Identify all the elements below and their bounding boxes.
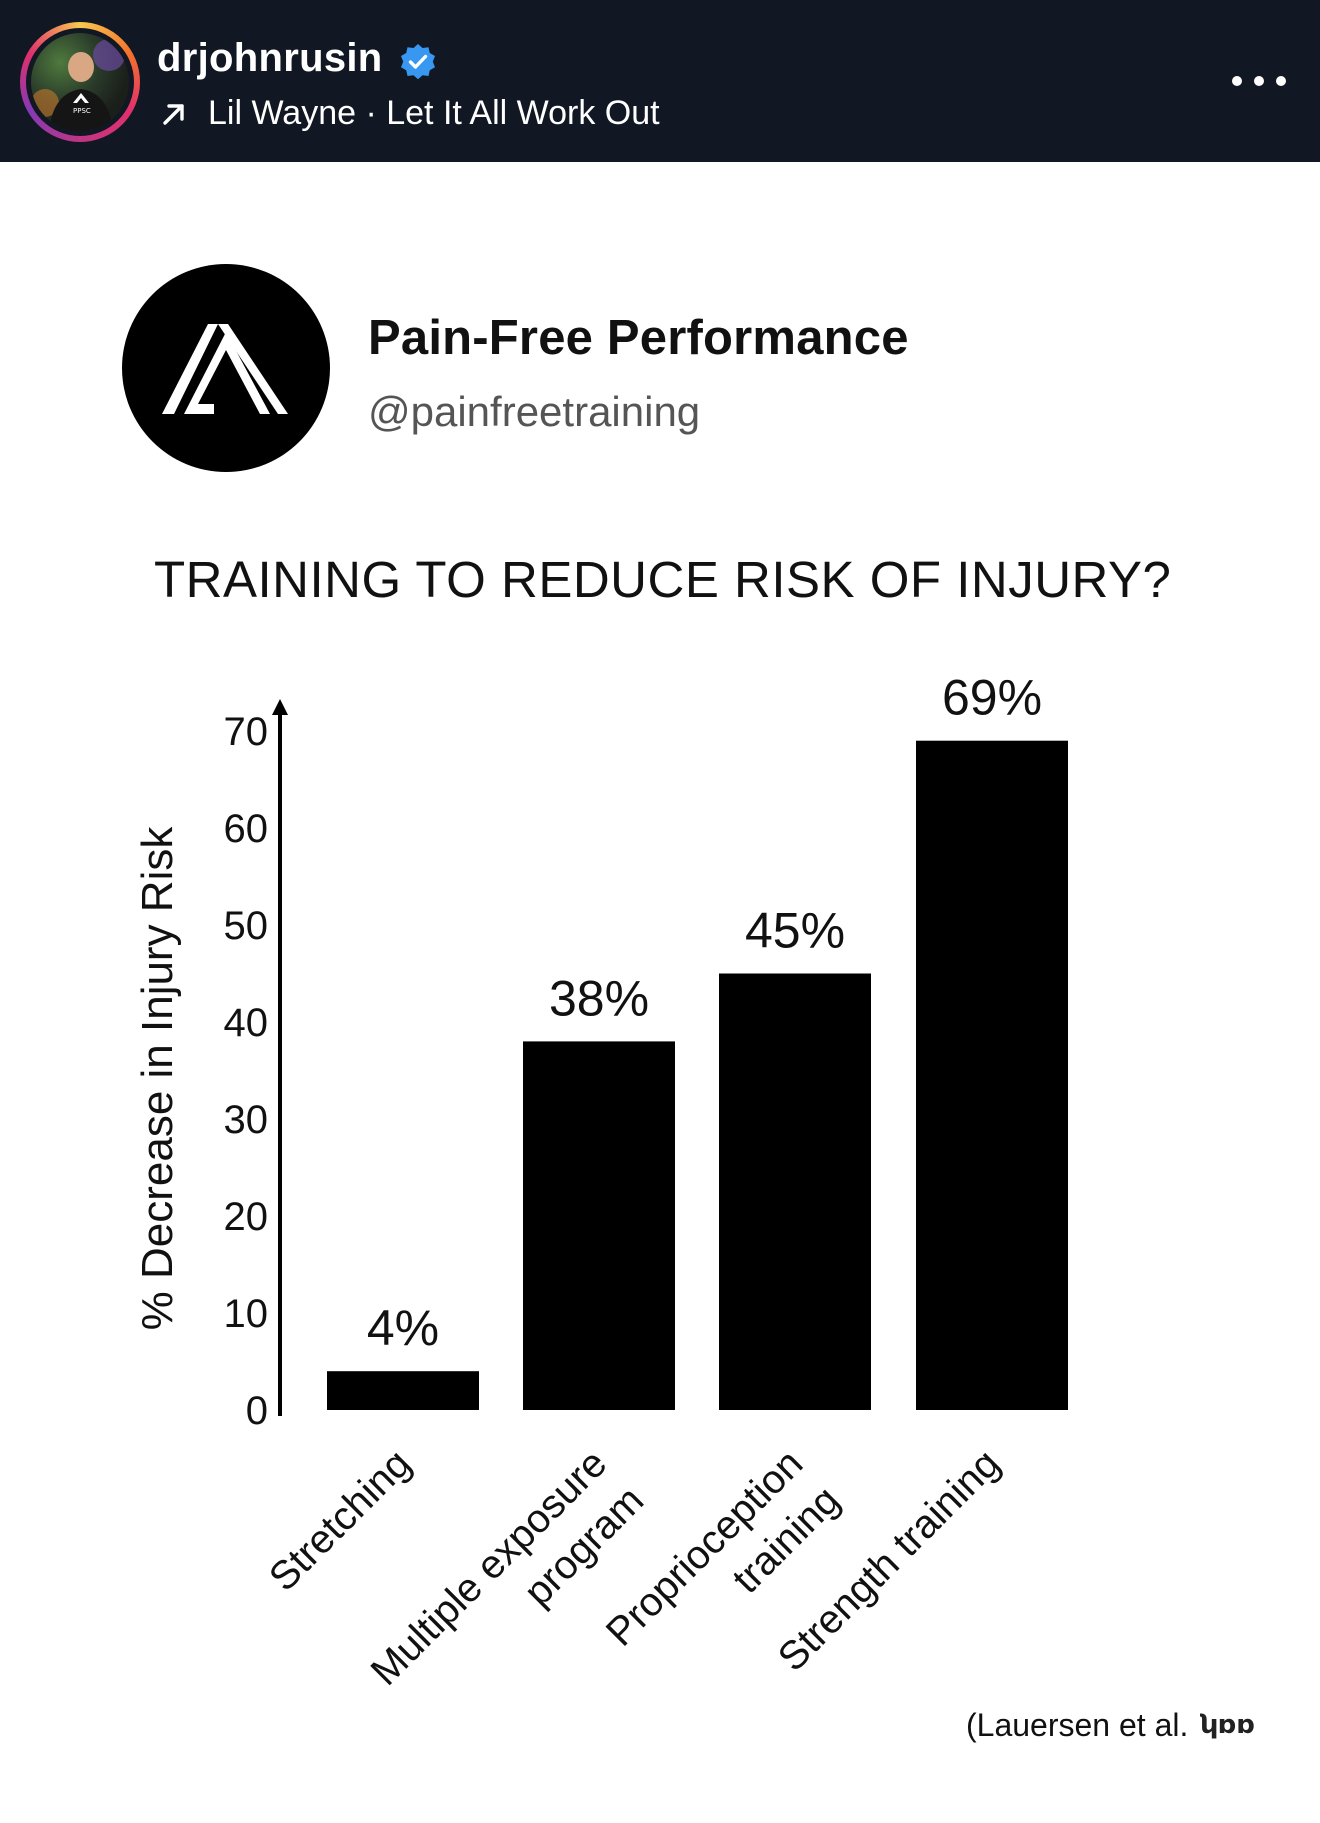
brand-handle: @painfreetraining [368,388,701,435]
y-tick-label: 70 [224,710,269,754]
more-options-icon [1232,76,1242,86]
y-tick-label: 0 [246,1389,268,1433]
bar-value-label: 4% [367,1300,439,1356]
citation: (Lauersen et al. [966,1707,1189,1743]
y-tick-label: 10 [224,1292,269,1336]
bar-value-label: 45% [745,903,845,959]
y-tick-label: 30 [224,1098,269,1142]
avatar-frame: PPSC [26,28,134,136]
y-tick-label: 50 [224,904,269,948]
bar-value-label: 69% [942,670,1042,726]
bar-value-label: 38% [549,970,649,1026]
y-axis-arrow-icon [272,699,288,715]
music-label: Lil Wayne · Let It All Work Out [208,94,660,132]
more-options-icon [1254,76,1264,86]
y-tick-label: 60 [224,807,269,851]
avatar-figure: PPSC [31,39,125,131]
watermark-logo: ʮɒɒ [1200,1710,1255,1740]
chart-title: TRAINING TO REDUCE RISK OF INJURY? [154,551,1172,608]
x-tick-label-line: Stretching [261,1441,419,1599]
music-info[interactable]: Lil Wayne · Let It All Work Out [160,94,660,133]
bar [327,1371,479,1410]
post-header: PPSC drjohnrusin Lil Wayne · Let It All … [0,0,1320,162]
more-options-icon [1276,76,1286,86]
svg-text:PPSC: PPSC [73,107,91,115]
bar-chart: 0 10 20 30 40 50 60 70 % Decrease in Injury Risk… [133,670,1068,1694]
y-tick-label: 40 [224,1001,269,1045]
y-tick-label: 20 [224,1195,269,1239]
x-tick-label: Stretching [261,1441,419,1599]
y-axis-label: % Decrease in Injury Risk [133,826,182,1331]
brand-name: Pain-Free Performance [368,311,909,365]
avatar[interactable]: PPSC [20,22,140,142]
bar [523,1041,675,1410]
more-options-button[interactable] [1228,64,1290,98]
post-image: Pain-Free Performance @painfreetraining … [0,162,1320,1823]
avatar-photo: PPSC [31,33,129,131]
verified-badge-icon [401,44,435,80]
svg-text:ʮɒɒ: ʮɒɒ [1200,1710,1255,1740]
brand-logo [122,264,330,472]
trending-arrow-icon [163,103,184,125]
bar [916,740,1068,1410]
bar [719,973,871,1410]
username[interactable]: drjohnrusin [157,36,383,80]
